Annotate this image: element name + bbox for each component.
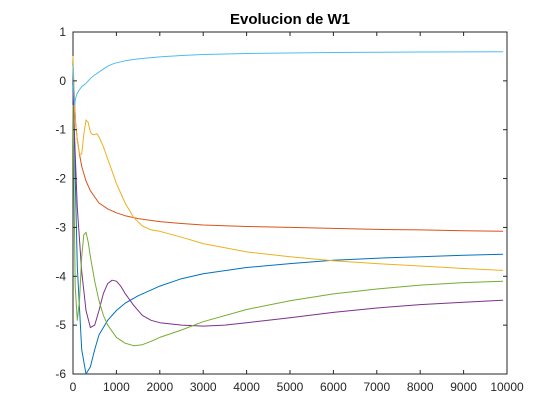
axes-background	[72, 31, 508, 375]
y-tick-label: -3	[55, 220, 66, 234]
series-line-4	[72, 90, 504, 329]
x-tick-label: 9000	[450, 380, 477, 394]
series-line-6	[72, 51, 504, 106]
y-tick-label: -2	[55, 172, 66, 186]
x-tick-label: 7000	[363, 380, 390, 394]
series-line-1	[72, 85, 504, 375]
axis-layer: 0 1000 2000 3000 4000 5000 6000 7000 8000 9000 100…	[55, 25, 524, 394]
x-tick-label: 10000	[490, 380, 524, 394]
x-tick-label: 6000	[320, 380, 347, 394]
x-tick-label: 3000	[190, 380, 217, 394]
y-tick-label: -5	[55, 318, 66, 332]
y-tick-label: 1	[59, 25, 66, 39]
y-tick-label: -6	[55, 367, 66, 381]
x-tick-label: 5000	[277, 380, 304, 394]
chart-title: Evolucion de W1	[230, 11, 350, 28]
series-line-5	[72, 104, 504, 347]
series-line-3	[72, 55, 504, 271]
x-tick-label: 4000	[233, 380, 260, 394]
y-tick-label: 0	[59, 74, 66, 88]
x-tick-label: 2000	[146, 380, 173, 394]
series-layer	[72, 51, 504, 375]
y-tick-label: -1	[55, 123, 66, 137]
x-tick-label: 8000	[407, 380, 434, 394]
x-tick-label: 1000	[103, 380, 130, 394]
y-tick-label: -4	[55, 269, 66, 283]
x-tick-label: 0	[70, 380, 77, 394]
